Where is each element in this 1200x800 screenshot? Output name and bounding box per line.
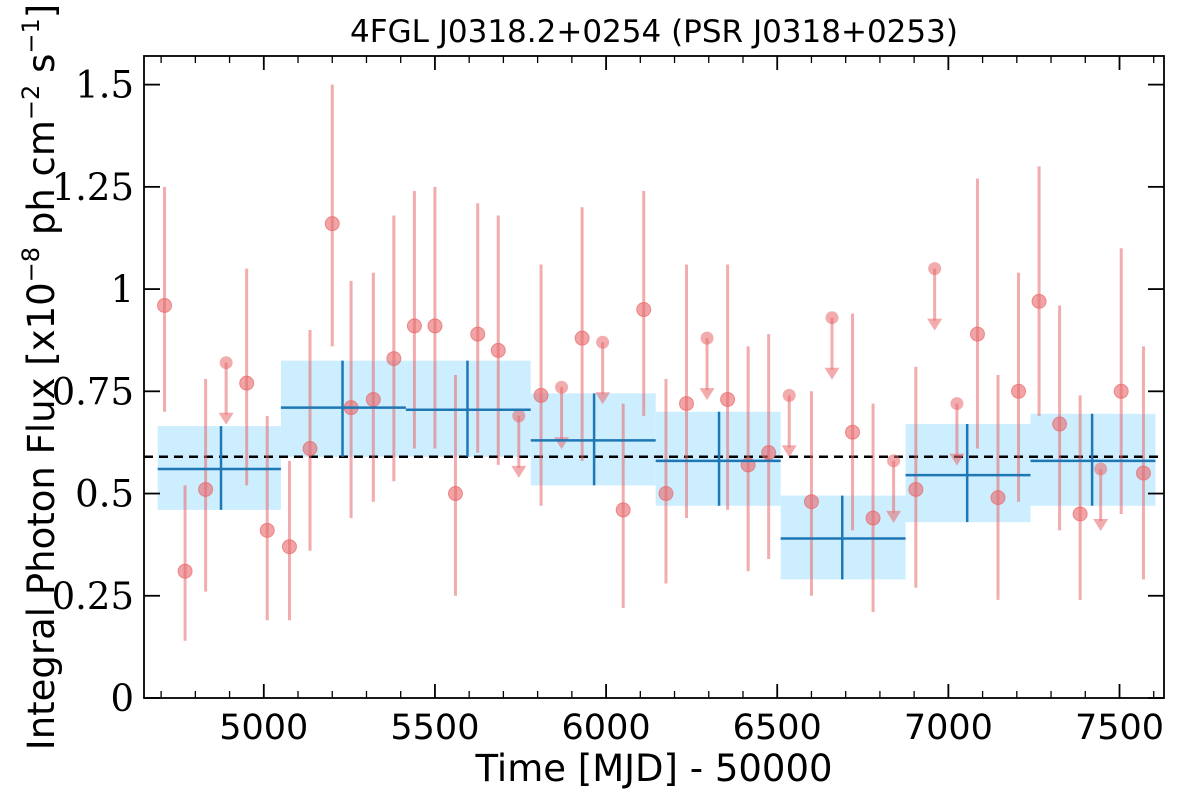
monthly-point-15 (490, 342, 506, 358)
upper-limit-point-4 (700, 331, 714, 345)
monthly-point-27 (865, 510, 881, 526)
upper-limit-point-7 (887, 454, 901, 468)
monthly-point-6 (302, 441, 318, 457)
y-axis-label-exp1: −8 (17, 247, 45, 282)
upper-limit-point-5 (782, 388, 796, 402)
upper-limit-arrow-5 (781, 445, 797, 458)
upper-limit-arrow-6 (824, 367, 840, 380)
monthly-point-28 (908, 481, 924, 497)
monthly-point-13 (447, 486, 463, 502)
y-axis-label-exp2: −2 (17, 85, 45, 120)
x-axis-label: Time [MJD] - 50000 (474, 747, 832, 790)
monthly-point-33 (1052, 416, 1068, 432)
monthly-point-2 (198, 481, 214, 497)
upper-limit-arrow-7 (886, 510, 902, 523)
upper-limit-arrow-8 (927, 318, 943, 331)
monthly-point-31 (1011, 383, 1027, 399)
monthly-point-32 (1031, 293, 1047, 309)
plot-frame (143, 55, 1165, 699)
x-tick-label-2: 6000 (562, 708, 651, 748)
upper-limit-point-2 (555, 380, 569, 394)
upper-limit-arrow-3 (595, 392, 611, 405)
x-tick-label-3: 6500 (733, 708, 822, 748)
y-tick-label-3: 0.75 (52, 370, 134, 413)
monthly-point-4 (259, 522, 275, 538)
monthly-point-9 (365, 391, 381, 407)
monthly-point-11 (406, 318, 422, 334)
upper-limit-arrow-4 (699, 388, 715, 401)
x-tick-label-0: 5000 (219, 708, 308, 748)
monthly-point-7 (324, 216, 340, 232)
chart-title: 4FGL J0318.2+0254 (PSR J0318+0253) (350, 14, 958, 50)
y-tick-label-6: 1.5 (75, 64, 134, 107)
upper-limit-arrow-1 (511, 465, 527, 478)
monthly-point-24 (761, 445, 777, 461)
x-tick-label-5: 7500 (1075, 708, 1164, 748)
y-axis-label-post: ] (20, 4, 63, 18)
monthly-point-26 (845, 424, 861, 440)
y-axis-label-exp3: −1 (17, 18, 45, 53)
monthly-point-12 (427, 318, 443, 334)
y-tick-label-2: 0.5 (75, 473, 134, 516)
y-tick-label-4: 1 (110, 268, 134, 311)
monthly-point-36 (1135, 465, 1151, 481)
monthly-point-14 (470, 326, 486, 342)
upper-limit-point-9 (950, 397, 964, 411)
upper-limit-point-10 (1094, 462, 1108, 476)
axis-ticks: 5000 5500 6000 6500 7000 7500 0 0.25 0.5 0.75 1 1.2… (52, 56, 1164, 748)
y-axis-label-mid: ph cm (20, 120, 63, 247)
monthly-point-18 (615, 502, 631, 518)
monthly-point-3 (239, 375, 255, 391)
monthly-point-20 (658, 486, 674, 502)
y-tick-label-5: 1.25 (52, 166, 134, 209)
monthly-point-10 (386, 351, 402, 367)
monthly-point-17 (574, 330, 590, 346)
y-tick-label-0: 0 (110, 677, 134, 720)
x-tick-label-1: 5500 (390, 708, 479, 748)
upper-limit-arrow-10 (1093, 519, 1109, 532)
upper-limit-point-0 (219, 356, 233, 370)
monthly-point-34 (1072, 506, 1088, 522)
upper-limit-arrow-0 (218, 412, 234, 425)
upper-limit-point-3 (596, 335, 610, 349)
monthly-point-0 (157, 297, 173, 313)
y-axis-label: Integral Photon Flux [x10−8 ph cm−2 s−1] (17, 4, 63, 750)
monthly-point-19 (636, 302, 652, 318)
monthly-point-5 (281, 539, 297, 555)
monthly-point-30 (990, 490, 1006, 506)
x-tick-label-4: 7000 (904, 708, 993, 748)
upper-limit-point-1 (512, 409, 526, 423)
monthly-point-1 (177, 563, 193, 579)
plot-area (144, 84, 1164, 641)
monthly-point-29 (969, 326, 985, 342)
upper-limit-arrow-9 (949, 453, 965, 466)
monthly-point-25 (803, 494, 819, 510)
y-axis-label-pre: Integral Photon Flux [x10 (20, 282, 63, 750)
monthly-point-21 (679, 396, 695, 412)
upper-limit-point-6 (825, 311, 839, 325)
y-axis-label-mid2: s (20, 54, 63, 85)
monthly-point-16 (533, 387, 549, 403)
monthly-point-22 (720, 391, 736, 407)
y-tick-label-1: 0.25 (52, 575, 134, 618)
monthly-point-35 (1113, 383, 1129, 399)
upper-limit-point-8 (928, 262, 942, 276)
